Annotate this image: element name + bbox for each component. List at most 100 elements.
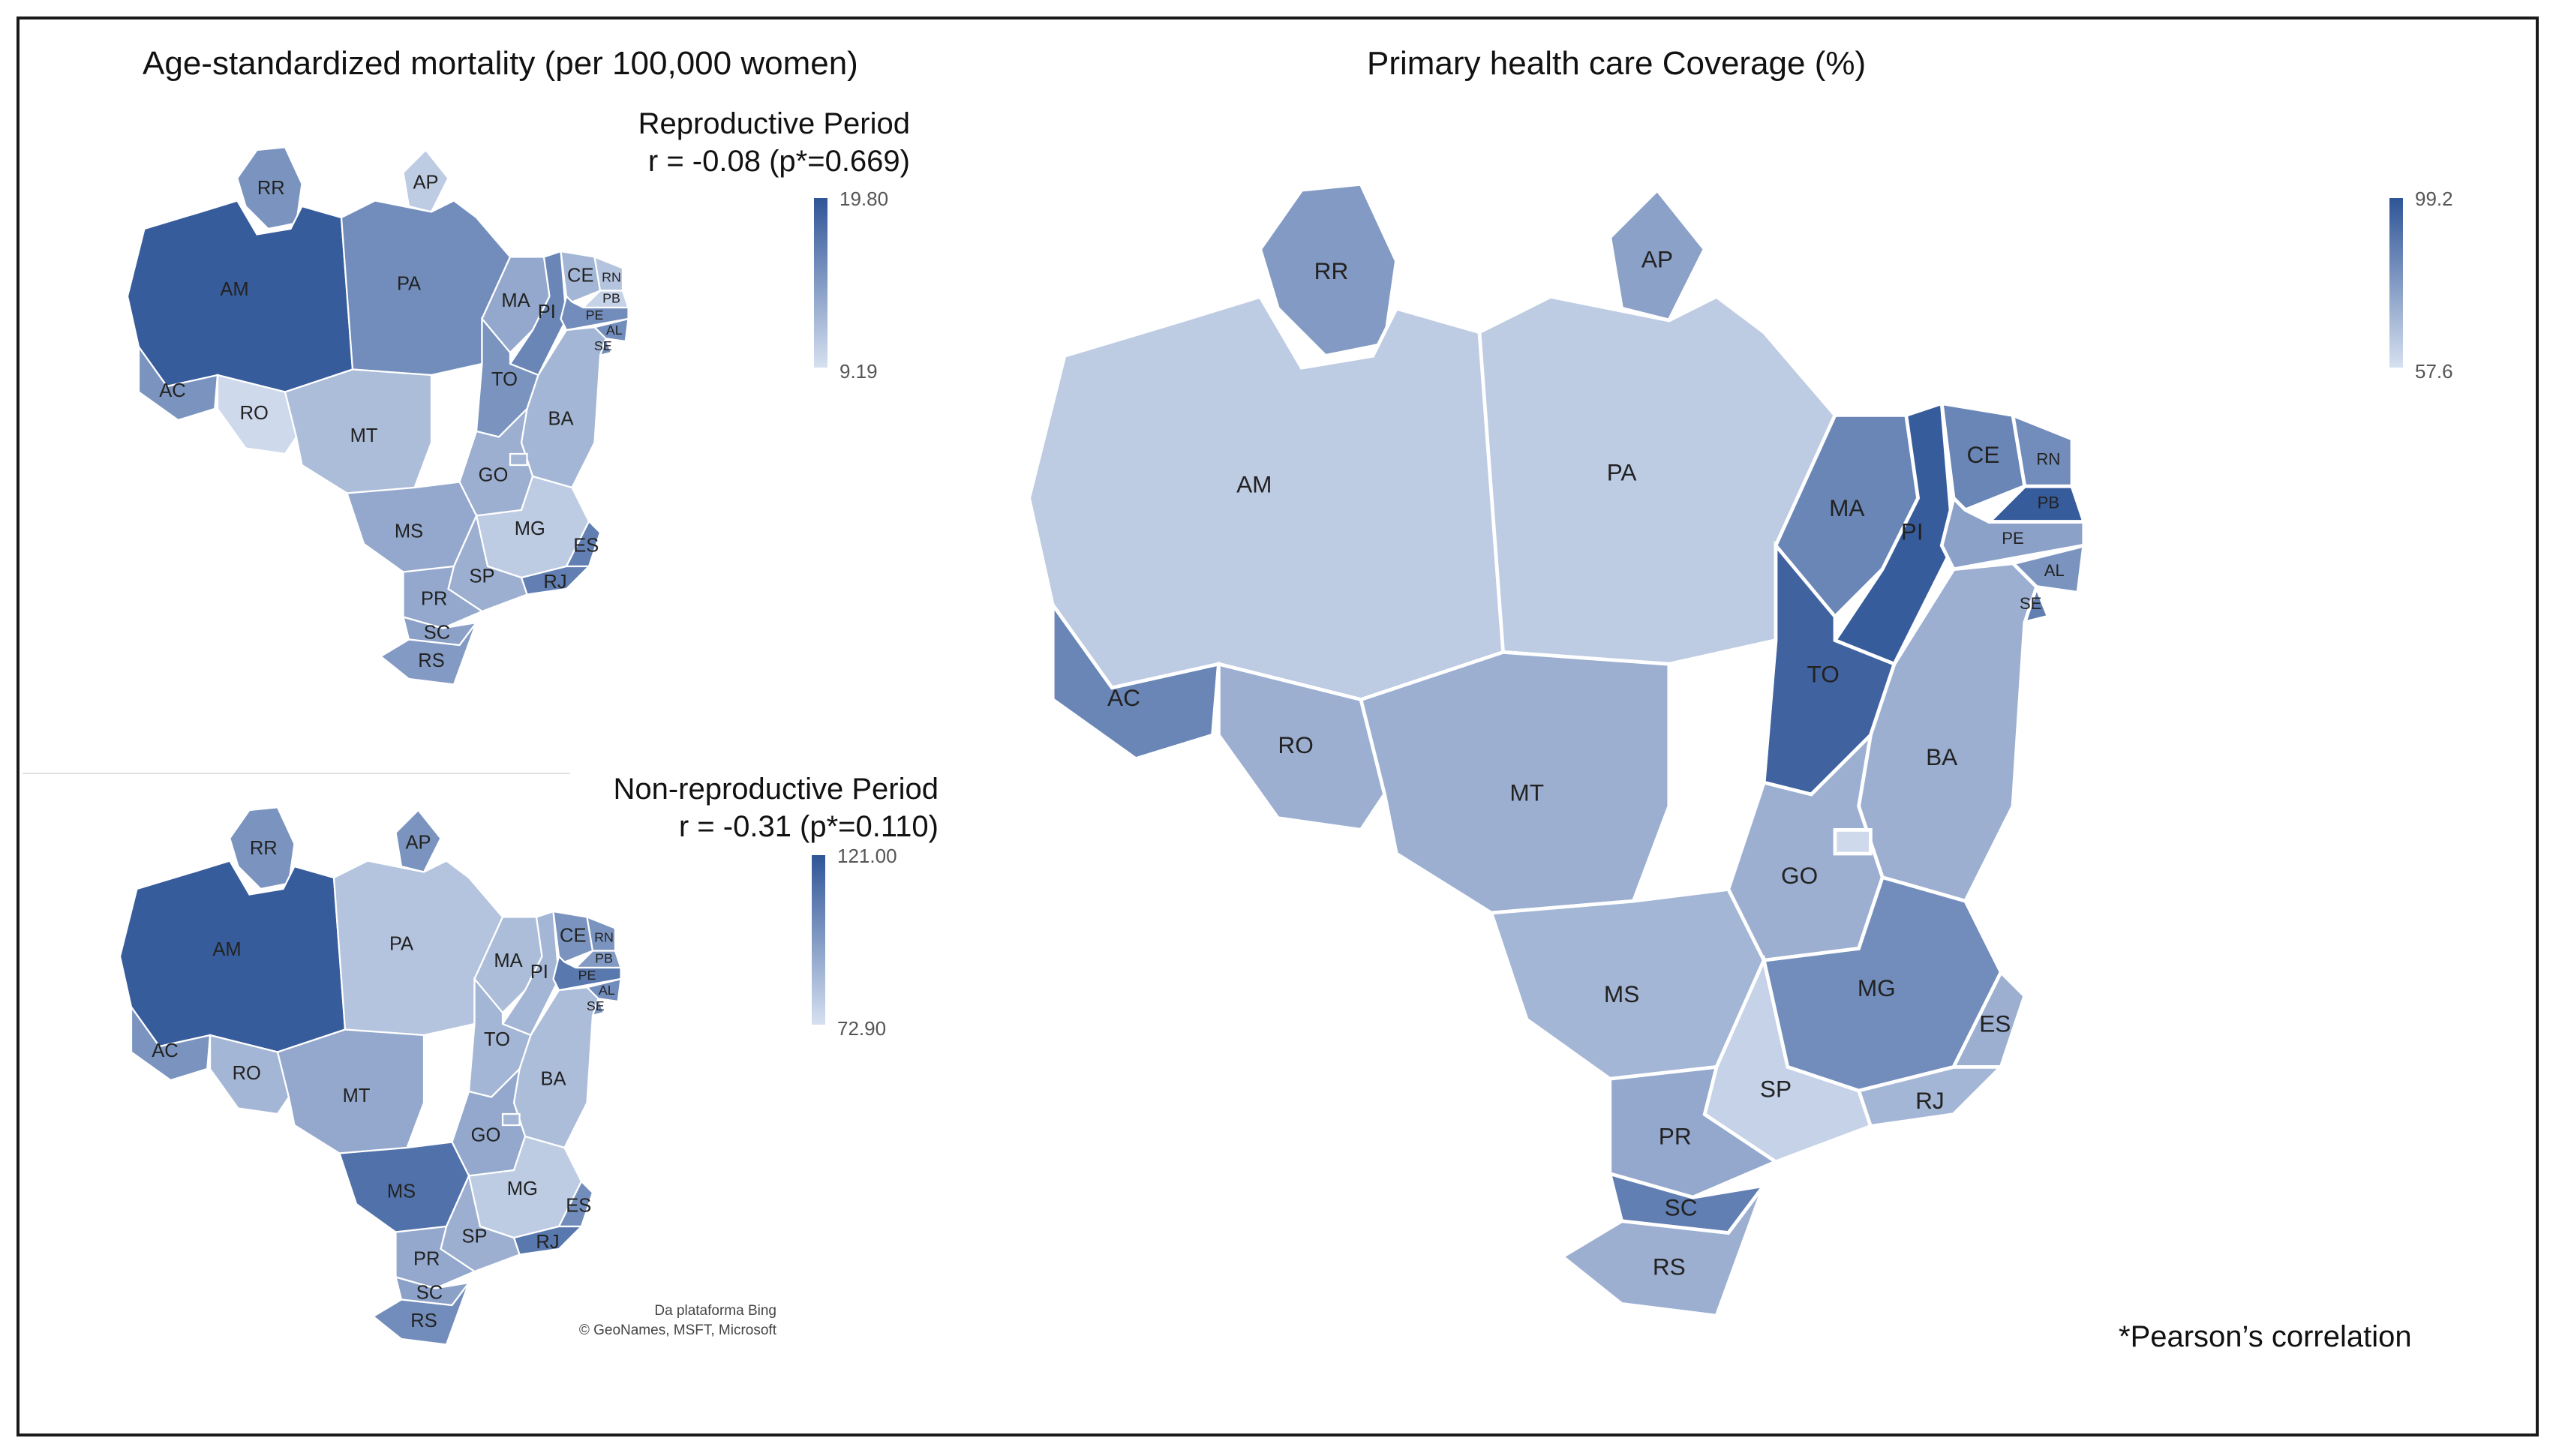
state-rs-region — [371, 1282, 470, 1346]
state-sp-label: SP — [461, 1226, 487, 1247]
state-al-label: AL — [2044, 561, 2065, 580]
state-ba-label: BA — [540, 1069, 566, 1090]
state-rj-label: RJ — [543, 572, 566, 593]
state-rs-label: RS — [410, 1310, 437, 1331]
state-ms-label: MS — [395, 521, 423, 542]
state-pe-label: PE — [586, 308, 604, 323]
nonreproductive-correlation: r = -0.31 (p*=0.110) — [678, 810, 939, 843]
map-credit-platform: Da plataforma Bing — [654, 1303, 776, 1319]
state-ma-label: MA — [1829, 494, 1865, 521]
state-to-label: TO — [1807, 660, 1840, 687]
state-ce-region — [560, 250, 602, 303]
state-rr-region — [236, 146, 303, 230]
state-df-region — [501, 1112, 521, 1127]
coverage-title: Primary health care Coverage (%) — [1367, 45, 1867, 82]
state-ap-region — [1608, 187, 1707, 323]
state-pr-label: PR — [421, 589, 447, 610]
state-pa-label: PA — [397, 274, 421, 295]
state-mt-label: MT — [1509, 779, 1544, 806]
state-ms-label: MS — [387, 1181, 416, 1202]
state-ac-label: AC — [159, 380, 185, 401]
state-rr-label: RR — [257, 178, 285, 199]
state-al-label: AL — [599, 983, 615, 998]
nonreproductive-period-label: Non-reproductive Period — [613, 773, 939, 806]
state-rn-label: RN — [594, 930, 614, 945]
state-pr-label: PR — [1659, 1123, 1692, 1150]
state-ap-region — [395, 809, 442, 873]
state-ro-label: RO — [1278, 731, 1313, 758]
state-ce-label: CE — [1967, 441, 2000, 468]
state-ap-region — [402, 149, 449, 213]
coverage-legend-gradient — [2389, 198, 2403, 368]
state-sc-label: SC — [1665, 1193, 1698, 1220]
state-go-label: GO — [1781, 862, 1818, 889]
reproductive-legend-gradient — [814, 198, 827, 368]
reproductive-correlation: r = -0.08 (p*=0.669) — [647, 145, 910, 178]
state-se-label: SE — [2020, 594, 2042, 613]
state-ap-label: AP — [405, 833, 431, 854]
nonreproductive-legend-max: 121.00 — [837, 845, 897, 867]
state-am-label: AM — [1236, 471, 1272, 498]
state-go-label: GO — [479, 465, 509, 486]
state-rj-label: RJ — [536, 1232, 559, 1253]
state-ms-label: MS — [1604, 980, 1639, 1007]
state-rs-region — [1559, 1184, 1766, 1318]
state-pe-region — [1939, 494, 2086, 572]
state-sp-label: SP — [1760, 1075, 1792, 1102]
state-ce-label: CE — [560, 925, 586, 946]
state-pe-label: PE — [578, 968, 596, 983]
state-pi-label: PI — [1901, 518, 1924, 545]
state-rs-region — [379, 622, 478, 686]
state-pa-label: PA — [1607, 459, 1638, 486]
state-ac-label: AC — [152, 1040, 178, 1061]
state-pe-region — [552, 954, 622, 992]
state-rr-label: RR — [1314, 257, 1349, 284]
state-al-label: AL — [606, 323, 623, 338]
map-credit: Da plataforma Bing © GeoNames, MSFT, Mic… — [579, 1301, 776, 1340]
state-ce-label: CE — [567, 265, 593, 286]
state-am-label: AM — [212, 939, 241, 960]
state-es-label: ES — [566, 1195, 591, 1216]
state-pr-label: PR — [413, 1249, 440, 1270]
reproductive-caption: Reproductive Period r = -0.08 (p*=0.669) — [638, 105, 910, 180]
state-pb-label: PB — [595, 950, 613, 965]
nonreproductive-legend-gradient — [812, 855, 825, 1025]
state-es-label: ES — [1979, 1010, 2011, 1037]
state-ac-region — [130, 1004, 212, 1082]
reproductive-period-label: Reproductive Period — [638, 107, 910, 140]
state-rr-region — [1258, 182, 1398, 358]
state-sc-label: SC — [416, 1283, 443, 1304]
state-pb-label: PB — [602, 290, 620, 305]
map-credit-copyright: © GeoNames, MSFT, Microsoft — [578, 1322, 776, 1338]
state-sc-label: SC — [424, 623, 450, 644]
state-pb-label: PB — [2038, 494, 2060, 512]
state-ac-region — [1050, 599, 1221, 761]
state-ac-label: AC — [1107, 684, 1140, 711]
state-ba-label: BA — [548, 409, 573, 430]
state-se-label: SE — [594, 338, 612, 353]
state-ma-label: MA — [494, 950, 522, 971]
state-ap-label: AP — [1641, 245, 1673, 272]
mortality-title: Age-standardized mortality (per 100,000 … — [143, 45, 858, 82]
state-ce-region — [552, 910, 594, 963]
state-am-label: AM — [220, 279, 248, 300]
state-ro-label: RO — [240, 403, 269, 424]
state-mg-label: MG — [515, 518, 545, 539]
state-go-label: GO — [471, 1125, 501, 1146]
state-ro-label: RO — [233, 1063, 261, 1084]
state-df-region — [509, 452, 528, 467]
state-ac-region — [137, 344, 219, 422]
state-ce-region — [1939, 401, 2027, 512]
state-pe-label: PE — [2002, 529, 2024, 548]
state-df-region — [1833, 828, 1873, 856]
state-to-label: TO — [484, 1029, 510, 1050]
nonreproductive-caption: Non-reproductive Period r = -0.31 (p*=0.… — [613, 770, 939, 845]
reproductive-legend-max: 19.80 — [839, 188, 889, 210]
state-rr-region — [229, 806, 296, 890]
state-rn-label: RN — [602, 270, 621, 285]
state-pa-label: PA — [389, 934, 413, 955]
state-pe-region — [560, 294, 629, 332]
state-mg-label: MG — [1858, 974, 1896, 1001]
